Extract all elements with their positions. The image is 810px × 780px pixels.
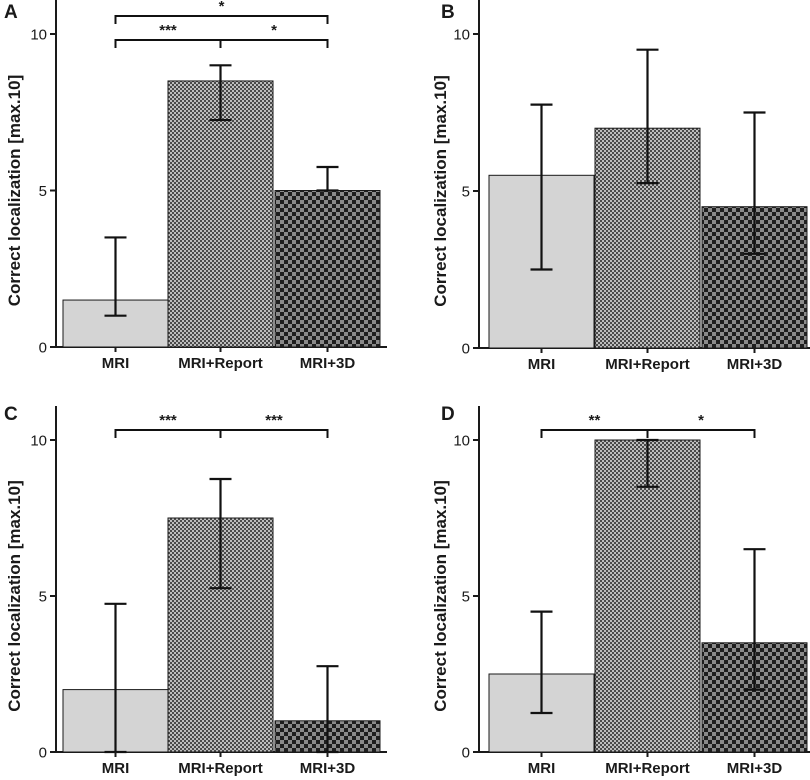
significance-label: *** (159, 22, 177, 39)
chart-panel-b: B Correct localization [max.10] 0 5 10 MRI MRI… (431, 0, 810, 373)
y-axis-label: Correct localization [max.10] (5, 75, 24, 306)
y-axis-label: Correct localization [max.10] (431, 480, 450, 711)
chart-panel-d: D Correct localization [max.10] 0 5 10 MRI MRI… (431, 404, 810, 777)
panel-letter: C (4, 404, 18, 425)
y-tick-label: 0 (462, 340, 470, 357)
x-tick-label: MRI+3D (300, 760, 356, 777)
x-tick-label: MRI (528, 356, 556, 373)
significance-bracket (114, 39, 222, 48)
y-tick-label: 5 (39, 588, 47, 605)
y-tick-label: 10 (453, 432, 470, 449)
x-tick-label: MRI+3D (727, 760, 783, 777)
x-tick-label: MRI (102, 355, 130, 372)
x-tick-label: MRI (528, 760, 556, 777)
chart-panel-a: A Correct localization [max.10] 0 5 10 MRI MRI… (4, 0, 387, 372)
bar-mri-3d (274, 190, 381, 348)
y-tick-label: 0 (39, 744, 47, 761)
chart-panel-c: C Correct localization [max.10] 0 5 10 MRI MRI… (4, 404, 387, 777)
significance-bracket (219, 429, 329, 438)
y-tick-label: 5 (462, 588, 470, 605)
significance-bracket (219, 39, 329, 48)
y-tick-label: 10 (30, 26, 47, 43)
y-tick-label: 10 (30, 432, 47, 449)
significance-bracket (114, 15, 329, 24)
panel-letter: D (441, 404, 455, 425)
significance-label: * (219, 0, 225, 15)
significance-bracket (114, 429, 222, 438)
significance-bracket (540, 429, 649, 438)
y-tick-label: 5 (462, 183, 470, 200)
x-tick-label: MRI+Report (178, 355, 263, 372)
x-tick-label: MRI+3D (300, 355, 356, 372)
panel-letter: A (4, 2, 18, 23)
y-axis-label: Correct localization [max.10] (5, 480, 24, 711)
y-tick-label: 0 (462, 744, 470, 761)
x-tick-label: MRI+Report (178, 760, 263, 777)
x-tick-label: MRI (102, 760, 130, 777)
significance-label: * (271, 22, 277, 39)
panel-letter: B (441, 2, 455, 23)
significance-label: *** (265, 412, 283, 429)
significance-bracket (646, 429, 756, 438)
y-axis-label: Correct localization [max.10] (431, 75, 450, 306)
y-tick-label: 0 (39, 339, 47, 356)
y-tick-label: 5 (39, 183, 47, 200)
significance-label: ** (589, 412, 601, 429)
x-tick-label: MRI+3D (727, 356, 783, 373)
x-tick-label: MRI+Report (605, 356, 690, 373)
x-tick-label: MRI+Report (605, 760, 690, 777)
significance-label: * (698, 412, 704, 429)
y-tick-label: 10 (453, 26, 470, 43)
significance-label: *** (159, 412, 177, 429)
